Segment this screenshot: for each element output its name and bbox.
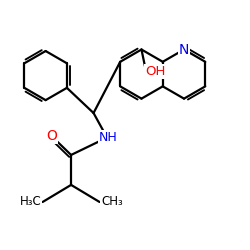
- Text: NH: NH: [99, 131, 118, 144]
- Text: H₃C: H₃C: [20, 196, 41, 208]
- Text: O: O: [46, 130, 57, 143]
- Text: CH₃: CH₃: [101, 196, 123, 208]
- Text: N: N: [179, 42, 189, 56]
- Text: OH: OH: [145, 65, 166, 78]
